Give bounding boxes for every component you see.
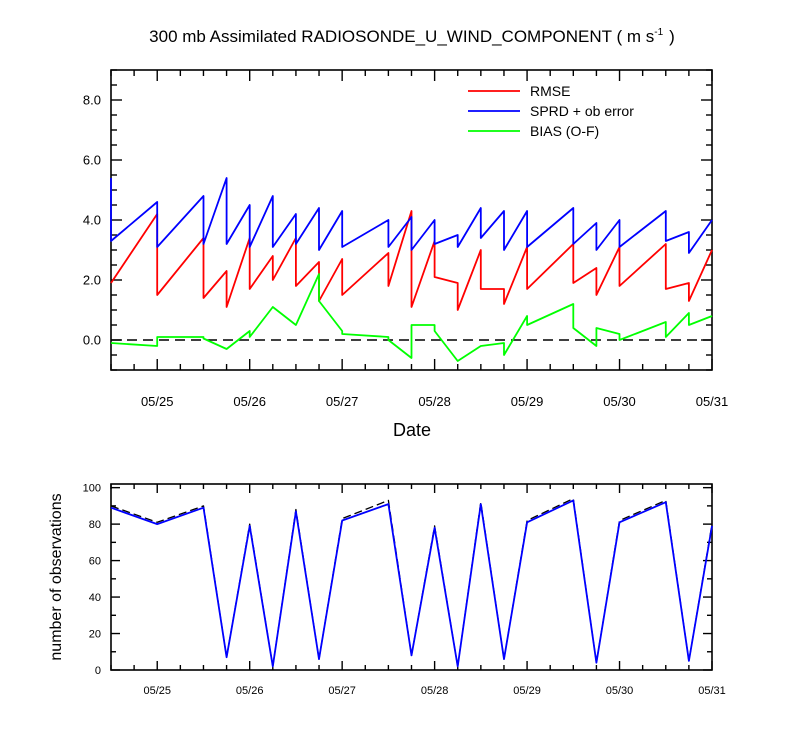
top-x-tick-labels: 05/25 05/26 05/27 05/28 05/29 05/30 05/31 [141,394,728,409]
top-xtick-label: 05/26 [233,394,266,409]
bottom-ytick-label: 20 [89,628,101,640]
top-ytick-label: 2.0 [83,273,101,288]
bottom-xtick-label: 05/27 [328,685,356,697]
bottom-series-group [110,497,713,668]
bottom-xtick-label: 05/30 [606,685,634,697]
series-line-sprd-ob-error [110,177,713,254]
top-ytick-label: 8.0 [83,93,101,108]
legend-label-sprd: SPRD + ob error [530,103,634,119]
series-line-obs-total [110,497,713,668]
y-axis-label-observations: number of observations [48,493,65,660]
bottom-ytick-label: 60 [89,556,101,568]
series-line-bias-o-f [110,273,713,362]
top-tick-marks [110,69,713,371]
bottom-xtick-label: 05/31 [698,685,726,697]
top-ytick-label: 0.0 [83,333,101,348]
top-xtick-label: 05/27 [326,394,359,409]
top-xtick-label: 05/28 [418,394,451,409]
legend: RMSE SPRD + ob error BIAS (O-F) [468,83,634,139]
bottom-tick-marks [110,484,713,671]
top-xtick-label: 05/29 [511,394,544,409]
top-ytick-label: 6.0 [83,153,101,168]
top-xtick-label: 05/25 [141,394,174,409]
bottom-ytick-label: 0 [95,665,101,677]
title-close: ) [669,27,675,46]
bottom-ytick-label: 100 [83,483,101,495]
legend-label-bias: BIAS (O-F) [530,123,599,139]
title-main: 300 mb Assimilated RADIOSONDE_U_WIND_COM… [149,27,654,46]
title-exponent: -1 [654,27,663,38]
bottom-xtick-label: 05/26 [236,685,264,697]
legend-label-rmse: RMSE [530,83,570,99]
top-chart: 300 mb Assimilated RADIOSONDE_U_WIND_COM… [83,27,728,440]
top-ytick-label: 4.0 [83,213,101,228]
bottom-xtick-label: 05/25 [143,685,171,697]
bottom-plot-frame [110,483,713,671]
top-series-group [110,177,713,362]
bottom-ytick-label: 80 [89,519,101,531]
bottom-xtick-label: 05/29 [513,685,541,697]
bottom-y-tick-labels: 0 20 40 60 80 100 [83,483,101,677]
top-xtick-label: 05/31 [696,394,729,409]
top-xtick-label: 05/30 [603,394,636,409]
chart-title: 300 mb Assimilated RADIOSONDE_U_WIND_COM… [149,27,675,46]
bottom-xtick-label: 05/28 [421,685,449,697]
bottom-ytick-label: 40 [89,592,101,604]
top-y-tick-labels: 0.0 2.0 4.0 6.0 8.0 [83,93,101,348]
bottom-x-tick-labels: 05/25 05/26 05/27 05/28 05/29 05/30 05/31 [143,685,725,697]
series-line-obs-assimilated [110,499,713,668]
series-line-rmse [110,210,713,311]
x-axis-label: Date [393,420,431,440]
